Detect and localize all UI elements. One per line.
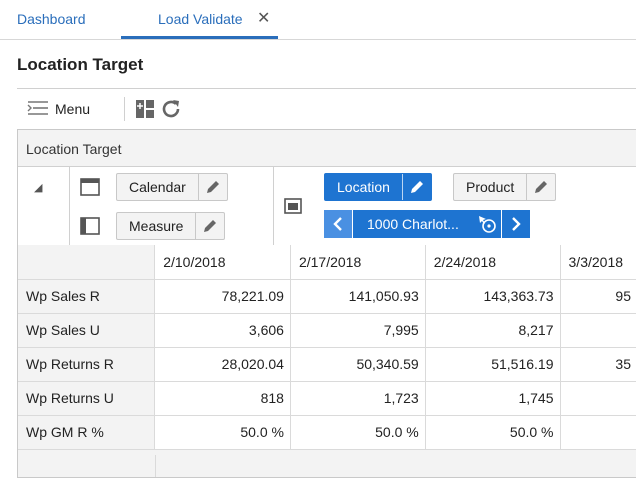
header-row: 2/10/2018 2/17/2018 2/24/2018 3/3/2018: [18, 245, 636, 280]
previous-location-button[interactable]: [324, 210, 352, 238]
data-cell[interactable]: 50.0 %: [154, 415, 291, 450]
data-cell[interactable]: 7,995: [290, 313, 426, 348]
toolbar: Menu: [17, 88, 636, 129]
data-cell[interactable]: 141,050.93: [290, 279, 426, 314]
data-cell[interactable]: 50,340.59: [290, 347, 426, 382]
current-location-selector[interactable]: 1000 Charlot...: [353, 210, 501, 238]
column-header[interactable]: 3/3/2018: [560, 245, 636, 280]
tab-load-validate-label: Load Validate: [158, 11, 243, 27]
data-cell[interactable]: 28,020.04: [154, 347, 291, 382]
location-navigator: 1000 Charlot...: [324, 210, 530, 238]
column-header[interactable]: 2/24/2018: [425, 245, 561, 280]
pivot-divider: [69, 167, 70, 245]
edit-pencil-icon[interactable]: [195, 213, 224, 239]
row-header[interactable]: Wp GM R %: [18, 415, 156, 450]
pivot-area: ◢ Calendar Measure Location Product: [18, 166, 636, 246]
data-cell[interactable]: 50.0 %: [290, 415, 426, 450]
tab-bar: Dashboard Load Validate ✕: [0, 0, 636, 40]
row-header[interactable]: Wp Sales U: [18, 313, 156, 348]
table-row: Wp Sales U 3,606 7,995 8,217: [18, 313, 636, 348]
location-chip-label: Location: [337, 179, 390, 195]
table-row: Wp Returns U 818 1,723 1,745: [18, 381, 636, 416]
refresh-icon[interactable]: [159, 97, 183, 121]
data-cell[interactable]: 8,217: [425, 313, 561, 348]
tab-load-validate[interactable]: Load Validate ✕: [121, 0, 278, 39]
data-cell[interactable]: 50.0 %: [425, 415, 561, 450]
grid-corner-cell: [18, 245, 156, 280]
data-cell[interactable]: 3,606: [154, 313, 291, 348]
menu-button[interactable]: Menu: [27, 97, 90, 121]
data-cell[interactable]: 35: [560, 347, 636, 382]
row-header[interactable]: Wp Sales R: [18, 279, 156, 314]
table-row: Wp Returns R 28,020.04 50,340.59 51,516.…: [18, 347, 636, 382]
page-title: Location Target: [17, 55, 144, 74]
page-tiles-icon: [283, 196, 303, 216]
edit-pencil-icon[interactable]: [401, 174, 431, 200]
product-chip-label: Product: [466, 179, 515, 195]
column-header[interactable]: 2/17/2018: [290, 245, 426, 280]
column-tiles-icon: [80, 216, 100, 236]
data-cell[interactable]: [560, 381, 636, 416]
measure-chip-label: Measure: [129, 218, 184, 234]
location-picker-icon[interactable]: [477, 214, 497, 237]
toolbar-divider: [124, 97, 125, 121]
edit-pencil-icon[interactable]: [197, 174, 227, 200]
data-cell[interactable]: 51,516.19: [425, 347, 561, 382]
close-icon[interactable]: ✕: [257, 10, 271, 27]
column-header[interactable]: 2/10/2018: [154, 245, 291, 280]
calendar-chip-label: Calendar: [129, 179, 186, 195]
collapse-triangle-icon[interactable]: ◢: [34, 182, 43, 194]
row-header-filler: [18, 455, 156, 477]
data-cell[interactable]: 143,363.73: [425, 279, 561, 314]
pivot-divider: [273, 167, 274, 245]
data-cell[interactable]: 818: [154, 381, 291, 416]
edit-pencil-icon[interactable]: [526, 174, 555, 200]
data-cell[interactable]: [560, 313, 636, 348]
row-tiles-icon: [80, 177, 100, 197]
menu-label: Menu: [55, 101, 91, 117]
layout-toggle-icon[interactable]: [133, 97, 157, 121]
menu-icon: [27, 100, 49, 119]
table-row: Wp GM R % 50.0 % 50.0 % 50.0 %: [18, 415, 636, 450]
data-cell[interactable]: 1,723: [290, 381, 426, 416]
current-location-label: 1000 Charlot...: [367, 216, 459, 232]
measure-dimension-chip[interactable]: Measure: [116, 212, 226, 240]
table-row: Wp Sales R 78,221.09 141,050.93 143,363.…: [18, 279, 636, 314]
row-header[interactable]: Wp Returns U: [18, 381, 156, 416]
product-dimension-chip[interactable]: Product: [453, 173, 557, 201]
data-cell[interactable]: [560, 415, 636, 450]
row-header[interactable]: Wp Returns R: [18, 347, 156, 382]
panel-title: Location Target: [26, 141, 122, 157]
calendar-dimension-chip[interactable]: Calendar: [116, 173, 228, 201]
location-dimension-chip[interactable]: Location: [324, 173, 432, 201]
location-target-panel: Location Target ◢ Calendar Measure Locat…: [17, 129, 636, 478]
next-location-button[interactable]: [502, 210, 530, 238]
data-cell[interactable]: 78,221.09: [154, 279, 291, 314]
data-grid: 2/10/2018 2/17/2018 2/24/2018 3/3/2018 W…: [18, 245, 636, 450]
data-cell[interactable]: 95: [560, 279, 636, 314]
tab-dashboard[interactable]: Dashboard: [17, 11, 86, 27]
data-cell[interactable]: 1,745: [425, 381, 561, 416]
